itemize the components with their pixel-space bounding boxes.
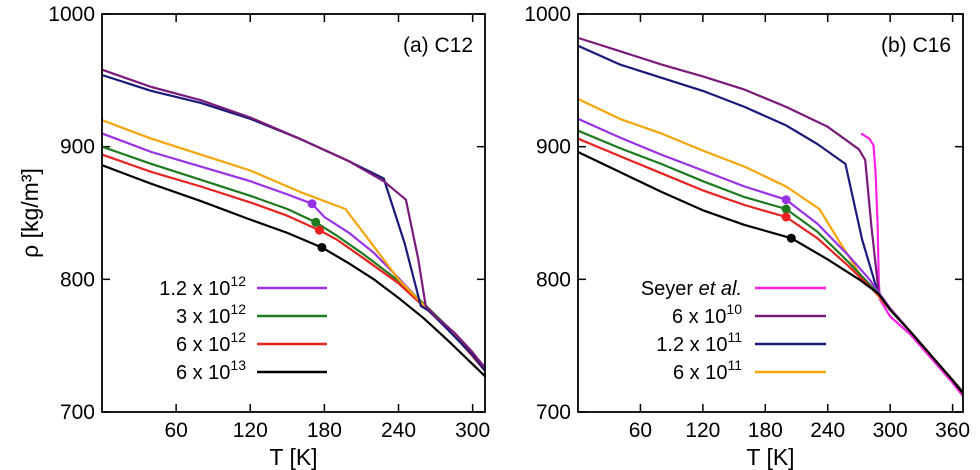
series-marker-point [786, 233, 796, 243]
y-tick-label: 800 [60, 268, 95, 291]
legend-label-base: 6 x 10 [673, 362, 727, 384]
y-tick-label: 800 [536, 268, 571, 291]
legend-entry-label: 1.2 x 1012 [159, 273, 246, 300]
x-tick-label: 240 [381, 419, 416, 442]
series-marker-point [314, 225, 324, 235]
x-tick-label: 300 [873, 419, 908, 442]
x-axis-title: T [K] [746, 444, 794, 470]
series-line-3-x-10-12 [102, 145, 485, 369]
legend-label-base: 1.2 x 10 [656, 334, 727, 356]
y-tick-label: 900 [60, 136, 95, 159]
legend-label-exponent: 11 [727, 357, 742, 373]
legend-label-exponent: 12 [230, 301, 246, 317]
series-line-6-x-10-13 [102, 164, 485, 377]
series-marker-point [307, 199, 317, 209]
series-line-unlabeled-6 [102, 68, 485, 369]
series-line-6-x-10-11 [578, 97, 963, 393]
series-line-unlabeled-4 [102, 119, 485, 371]
x-tick-label: 180 [748, 419, 783, 442]
series-marker-point [781, 195, 791, 205]
series-marker-point [781, 212, 791, 222]
legend-entry-label: 6 x 1011 [673, 357, 742, 384]
legend-label-base: 6 x 10 [176, 362, 230, 384]
legend-label-exponent: 12 [230, 273, 246, 289]
legend-label-exponent: 10 [726, 301, 742, 317]
legend-entry-label: 6 x 1013 [176, 357, 246, 384]
legend-entry-label: Seyer et al. [641, 278, 742, 300]
panel-label: (a) C12 [403, 34, 473, 57]
legend-label-base: 6 x 10 [672, 306, 726, 328]
y-tick-label: 700 [536, 401, 571, 424]
legend-label-base: 1.2 x 10 [159, 278, 230, 300]
x-tick-label: 60 [629, 419, 652, 442]
y-tick-label: 900 [536, 136, 571, 159]
y-axis-title: ρ [kg/m³] [17, 168, 43, 258]
series-line-unlabeled-7 [578, 151, 963, 395]
x-tick-label: 120 [233, 419, 268, 442]
x-tick-label: 240 [810, 419, 845, 442]
series-marker-point [317, 242, 327, 252]
x-axis-title: T [K] [269, 444, 317, 470]
x-tick-label: 180 [307, 419, 342, 442]
legend-label-base: 6 x 10 [176, 334, 230, 356]
series-line-unlabeled-5 [102, 73, 485, 372]
legend-entry-label: 6 x 1012 [176, 329, 246, 356]
y-tick-label: 700 [60, 401, 95, 424]
legend-entry-label: 3 x 1012 [176, 301, 246, 328]
legend-label-exponent: 13 [230, 357, 246, 373]
x-tick-label: 60 [164, 419, 187, 442]
plot-frame [101, 13, 486, 413]
chart-panel-1: 60 120 180 240 300 700 800 900 1000 (a) C12 T [K] ρ… [17, 3, 490, 470]
panel-label: (b) C16 [881, 34, 951, 57]
series-line-6-x-10-10 [578, 36, 963, 393]
legend-entry-label: 1.2 x 1011 [656, 329, 742, 356]
x-tick-label: 120 [685, 419, 720, 442]
plot-area [578, 36, 963, 397]
series-line-unlabeled-4 [578, 117, 963, 393]
legend-entry-label: 6 x 1010 [672, 301, 742, 328]
series-line-unlabeled-6 [578, 137, 963, 395]
y-tick-label: 1000 [524, 3, 571, 26]
series-line-1-2-x-10-12 [102, 132, 485, 368]
series-marker-point [311, 217, 321, 227]
x-tick-label: 360 [935, 419, 970, 442]
chart-panel-2: 60 120 180 240 300 360 700 800 900 1000 (b) C16 T [… [524, 3, 970, 470]
x-tick-label: 300 [455, 419, 490, 442]
legend-label-exponent: 12 [230, 329, 246, 345]
series-line-1-2-x-10-11 [578, 44, 963, 393]
plot-area [102, 68, 485, 377]
legend-label-italic: et al. [699, 278, 742, 300]
legend-label-base: Seyer [641, 278, 699, 300]
series-marker-point [781, 204, 791, 214]
y-tick-label: 1000 [48, 3, 95, 26]
legend-label-base: 3 x 10 [176, 306, 230, 328]
series-line-unlabeled-5 [578, 129, 963, 393]
legend-label-exponent: 11 [727, 329, 742, 345]
plot-frame [577, 13, 964, 413]
